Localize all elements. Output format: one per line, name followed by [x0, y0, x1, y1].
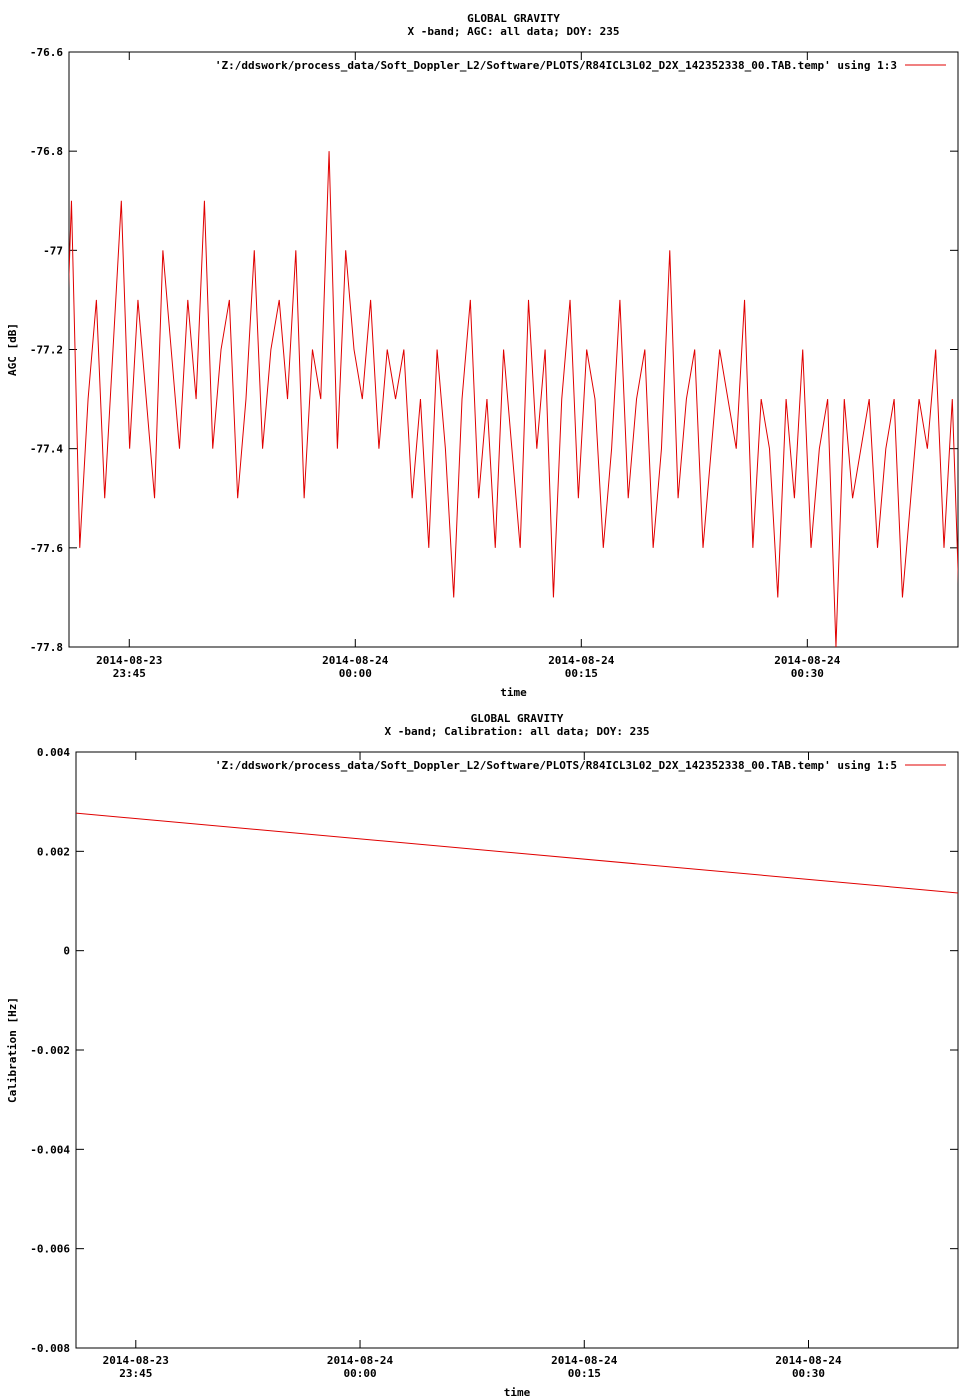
y-tick-label: -77.2: [30, 344, 63, 357]
y-tick-label: -0.002: [30, 1044, 70, 1057]
legend-label: 'Z:/ddswork/process_data/Soft_Doppler_L2…: [215, 59, 897, 72]
x-tick-time-label: 00:15: [568, 1367, 601, 1380]
x-axis-label: time: [504, 1386, 531, 1399]
y-tick-label: -77.4: [30, 443, 63, 456]
y-tick-label: 0.002: [37, 845, 70, 858]
x-tick-time-label: 00:00: [343, 1367, 376, 1380]
x-tick-date-label: 2014-08-23: [103, 1354, 169, 1367]
x-tick-date-label: 2014-08-24: [548, 654, 615, 667]
x-tick-date-label: 2014-08-24: [775, 1354, 842, 1367]
chart-title: GLOBAL GRAVITY: [467, 12, 560, 25]
x-tick-date-label: 2014-08-24: [327, 1354, 394, 1367]
chart-subtitle: X -band; Calibration: all data; DOY: 235: [385, 725, 650, 738]
plot-frame: [68, 51, 959, 648]
x-tick-time-label: 23:45: [113, 667, 146, 680]
x-tick-time-label: 23:45: [119, 1367, 152, 1380]
x-tick-time-label: 00:00: [339, 667, 372, 680]
y-tick-label: -77.8: [30, 641, 63, 654]
y-axis-label: AGC [dB]: [6, 323, 19, 376]
x-tick-time-label: 00:15: [565, 667, 598, 680]
plot-frame: [75, 751, 959, 1349]
legend-label: 'Z:/ddswork/process_data/Soft_Doppler_L2…: [215, 759, 897, 772]
y-tick-label: 0: [63, 945, 70, 958]
y-tick-label: -77: [43, 244, 63, 257]
series-line-1: [76, 812, 958, 894]
y-tick-label: -0.006: [30, 1243, 70, 1256]
chart-title: GLOBAL GRAVITY: [471, 712, 564, 725]
x-tick-time-label: 00:30: [791, 667, 824, 680]
y-tick-label: -0.008: [30, 1342, 70, 1355]
chart-subtitle: X -band; AGC: all data; DOY: 235: [408, 25, 620, 38]
x-tick-date-label: 2014-08-24: [551, 1354, 618, 1367]
x-tick-date-label: 2014-08-24: [322, 654, 389, 667]
x-tick-date-label: 2014-08-24: [774, 654, 841, 667]
y-tick-label: -76.8: [30, 145, 63, 158]
y-tick-label: 0.004: [37, 746, 70, 759]
y-axis-label: Calibration [Hz]: [6, 997, 19, 1103]
y-tick-label: -77.6: [30, 542, 63, 555]
x-axis-label: time: [500, 686, 527, 699]
series-line-1: [69, 151, 958, 647]
x-tick-time-label: 00:30: [792, 1367, 825, 1380]
x-tick-date-label: 2014-08-23: [96, 654, 162, 667]
y-tick-label: -76.6: [30, 46, 63, 59]
y-tick-label: -0.004: [30, 1143, 70, 1156]
